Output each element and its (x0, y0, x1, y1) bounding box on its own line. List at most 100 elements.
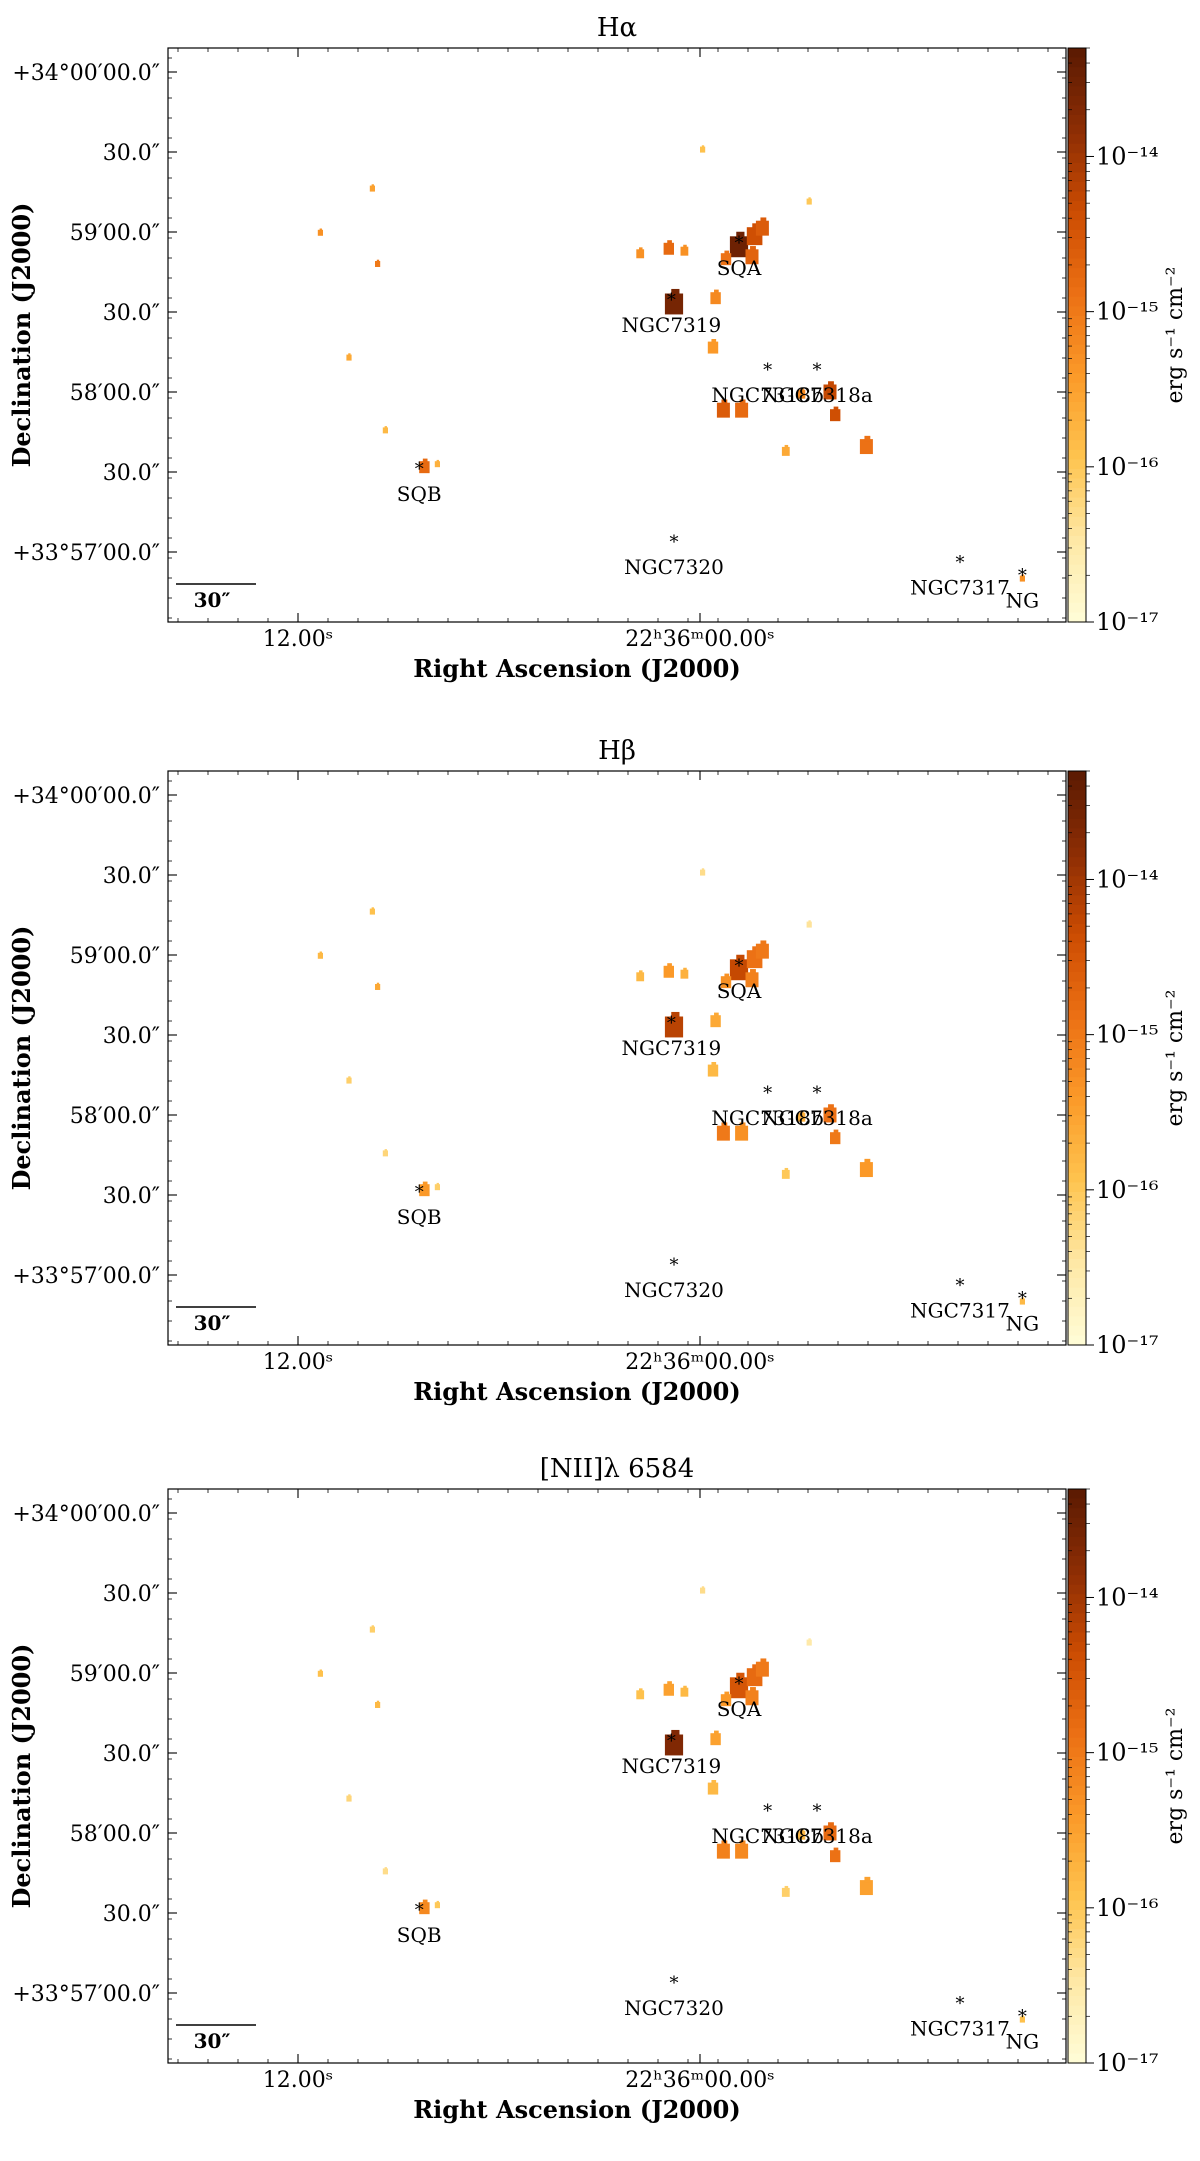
object-marker: * (813, 1801, 822, 1822)
colorbar-strip (1068, 1249, 1086, 1260)
colorbar-strip (1068, 1096, 1086, 1107)
object-label: NGC7317 (910, 1299, 1010, 1323)
colorbar-strip (1068, 210, 1086, 221)
object-label: NGC7318b (711, 1106, 823, 1130)
emission-region-edge (864, 1876, 871, 1883)
colorbar-strip (1068, 2053, 1086, 2064)
emission-region-edge (683, 1685, 687, 1689)
object-label: SQB (397, 1205, 442, 1229)
colorbar-strip (1068, 459, 1086, 470)
emission-region-edge (1021, 2015, 1024, 2018)
emission-region (317, 229, 323, 236)
colorbar-strip (1068, 799, 1086, 810)
emission-region (716, 1843, 730, 1859)
emission-region-edge (721, 399, 728, 405)
emission-region (720, 253, 732, 266)
emission-region (729, 959, 749, 981)
colorbar-strip (1068, 162, 1086, 173)
colorbar-strip (1068, 1909, 1086, 1921)
colorbar-strip (1068, 771, 1086, 782)
emission-region-edge (348, 1794, 351, 1797)
object-marker: * (956, 1276, 965, 1297)
emission-region (434, 1902, 440, 1909)
colorbar-tick-label: 10⁻¹⁵ (1096, 1021, 1158, 1049)
emission-region-edge (436, 1182, 439, 1185)
colorbar-strip (1068, 1737, 1086, 1748)
colorbar-strip (1068, 315, 1086, 327)
colorbar-strip (1068, 914, 1086, 925)
colorbar-strip (1068, 574, 1086, 585)
colorbar-strip (1068, 1019, 1086, 1030)
colorbar-strip (1068, 818, 1086, 829)
colorbar-strip (1068, 1632, 1086, 1643)
emission-region (745, 1690, 759, 1706)
colorbar-strip (1068, 248, 1086, 260)
emission-region (859, 439, 873, 455)
colorbar-strip (1068, 201, 1086, 212)
emission-region-edge (784, 444, 789, 449)
emission-region (707, 341, 719, 354)
emission-region (700, 869, 706, 876)
colorbar-strip (1068, 971, 1086, 983)
colorbar-strip (1068, 1508, 1086, 1519)
object-label: NGC7320 (624, 1278, 724, 1302)
object-marker: * (667, 290, 676, 311)
y-tick-label: 59′00.0″ (70, 944, 160, 969)
y-tick-label: 58′00.0″ (70, 381, 160, 406)
y-tick-label: 30.0″ (103, 141, 160, 166)
emission-region-edge (384, 1149, 387, 1152)
colorbar-strip (1068, 857, 1086, 868)
colorbar-strip (1068, 2043, 1086, 2055)
colorbar-strip (1068, 828, 1086, 839)
colorbar-tick-label: 10⁻¹⁴ (1096, 865, 1158, 893)
colorbar-strip (1068, 1862, 1086, 1873)
object-marker: * (763, 1801, 772, 1822)
emission-region (735, 1125, 749, 1141)
object-label: NGC7319 (622, 1036, 722, 1060)
colorbar-strip (1068, 449, 1086, 460)
x-tick-label: 12.00ˢ (263, 627, 333, 652)
y-tick-label: +33°57′00.0″ (12, 1264, 160, 1289)
object-marker: * (735, 233, 744, 254)
colorbar-strip (1068, 1929, 1086, 1940)
object-marker: * (415, 1182, 424, 1203)
y-axis-label: Declination (J2000) (7, 926, 36, 1191)
colorbar-strip (1068, 1201, 1086, 1212)
emission-region (859, 1162, 873, 1178)
emission-region (755, 1661, 769, 1677)
emission-region-edge (683, 967, 687, 971)
object-label: SQA (717, 979, 762, 1003)
colorbar-strip (1068, 296, 1086, 307)
colorbar-strip (1068, 268, 1086, 279)
emission-region (369, 1626, 375, 1633)
emission-region-edge (376, 1700, 380, 1703)
object-label: NGC7318b (711, 1824, 823, 1848)
object-label: SQB (397, 482, 442, 506)
plot-frame (167, 770, 1067, 1346)
colorbar-strip (1068, 325, 1086, 336)
colorbar-strip (1068, 1766, 1086, 1777)
object-marker: * (956, 553, 965, 574)
colorbar-strip (1068, 497, 1086, 508)
emission-region (710, 1015, 721, 1028)
emission-region (830, 1132, 841, 1145)
emission-region-edge (701, 1586, 705, 1589)
colorbar-strip (1068, 1000, 1086, 1011)
object-label: NGC7319 (622, 313, 722, 337)
colorbar-strip (1068, 1785, 1086, 1796)
colorbar-strip (1068, 1689, 1086, 1701)
emission-region (664, 1016, 684, 1038)
object-label: SQA (717, 256, 762, 280)
emission-region (707, 1064, 719, 1077)
emission-region (664, 293, 684, 315)
colorbar-strip (1068, 1191, 1086, 1203)
emission-region-edge (724, 250, 730, 255)
emission-region (636, 249, 645, 259)
emission-region (346, 1077, 352, 1084)
colorbar-tick-label: 10⁻¹⁵ (1096, 1739, 1158, 1767)
colorbar-strip (1068, 904, 1086, 916)
colorbar-strip (1068, 48, 1086, 59)
emission-region (636, 1690, 645, 1700)
y-tick-label: +34°00′00.0″ (12, 784, 160, 809)
emission-region-edge (683, 244, 687, 248)
